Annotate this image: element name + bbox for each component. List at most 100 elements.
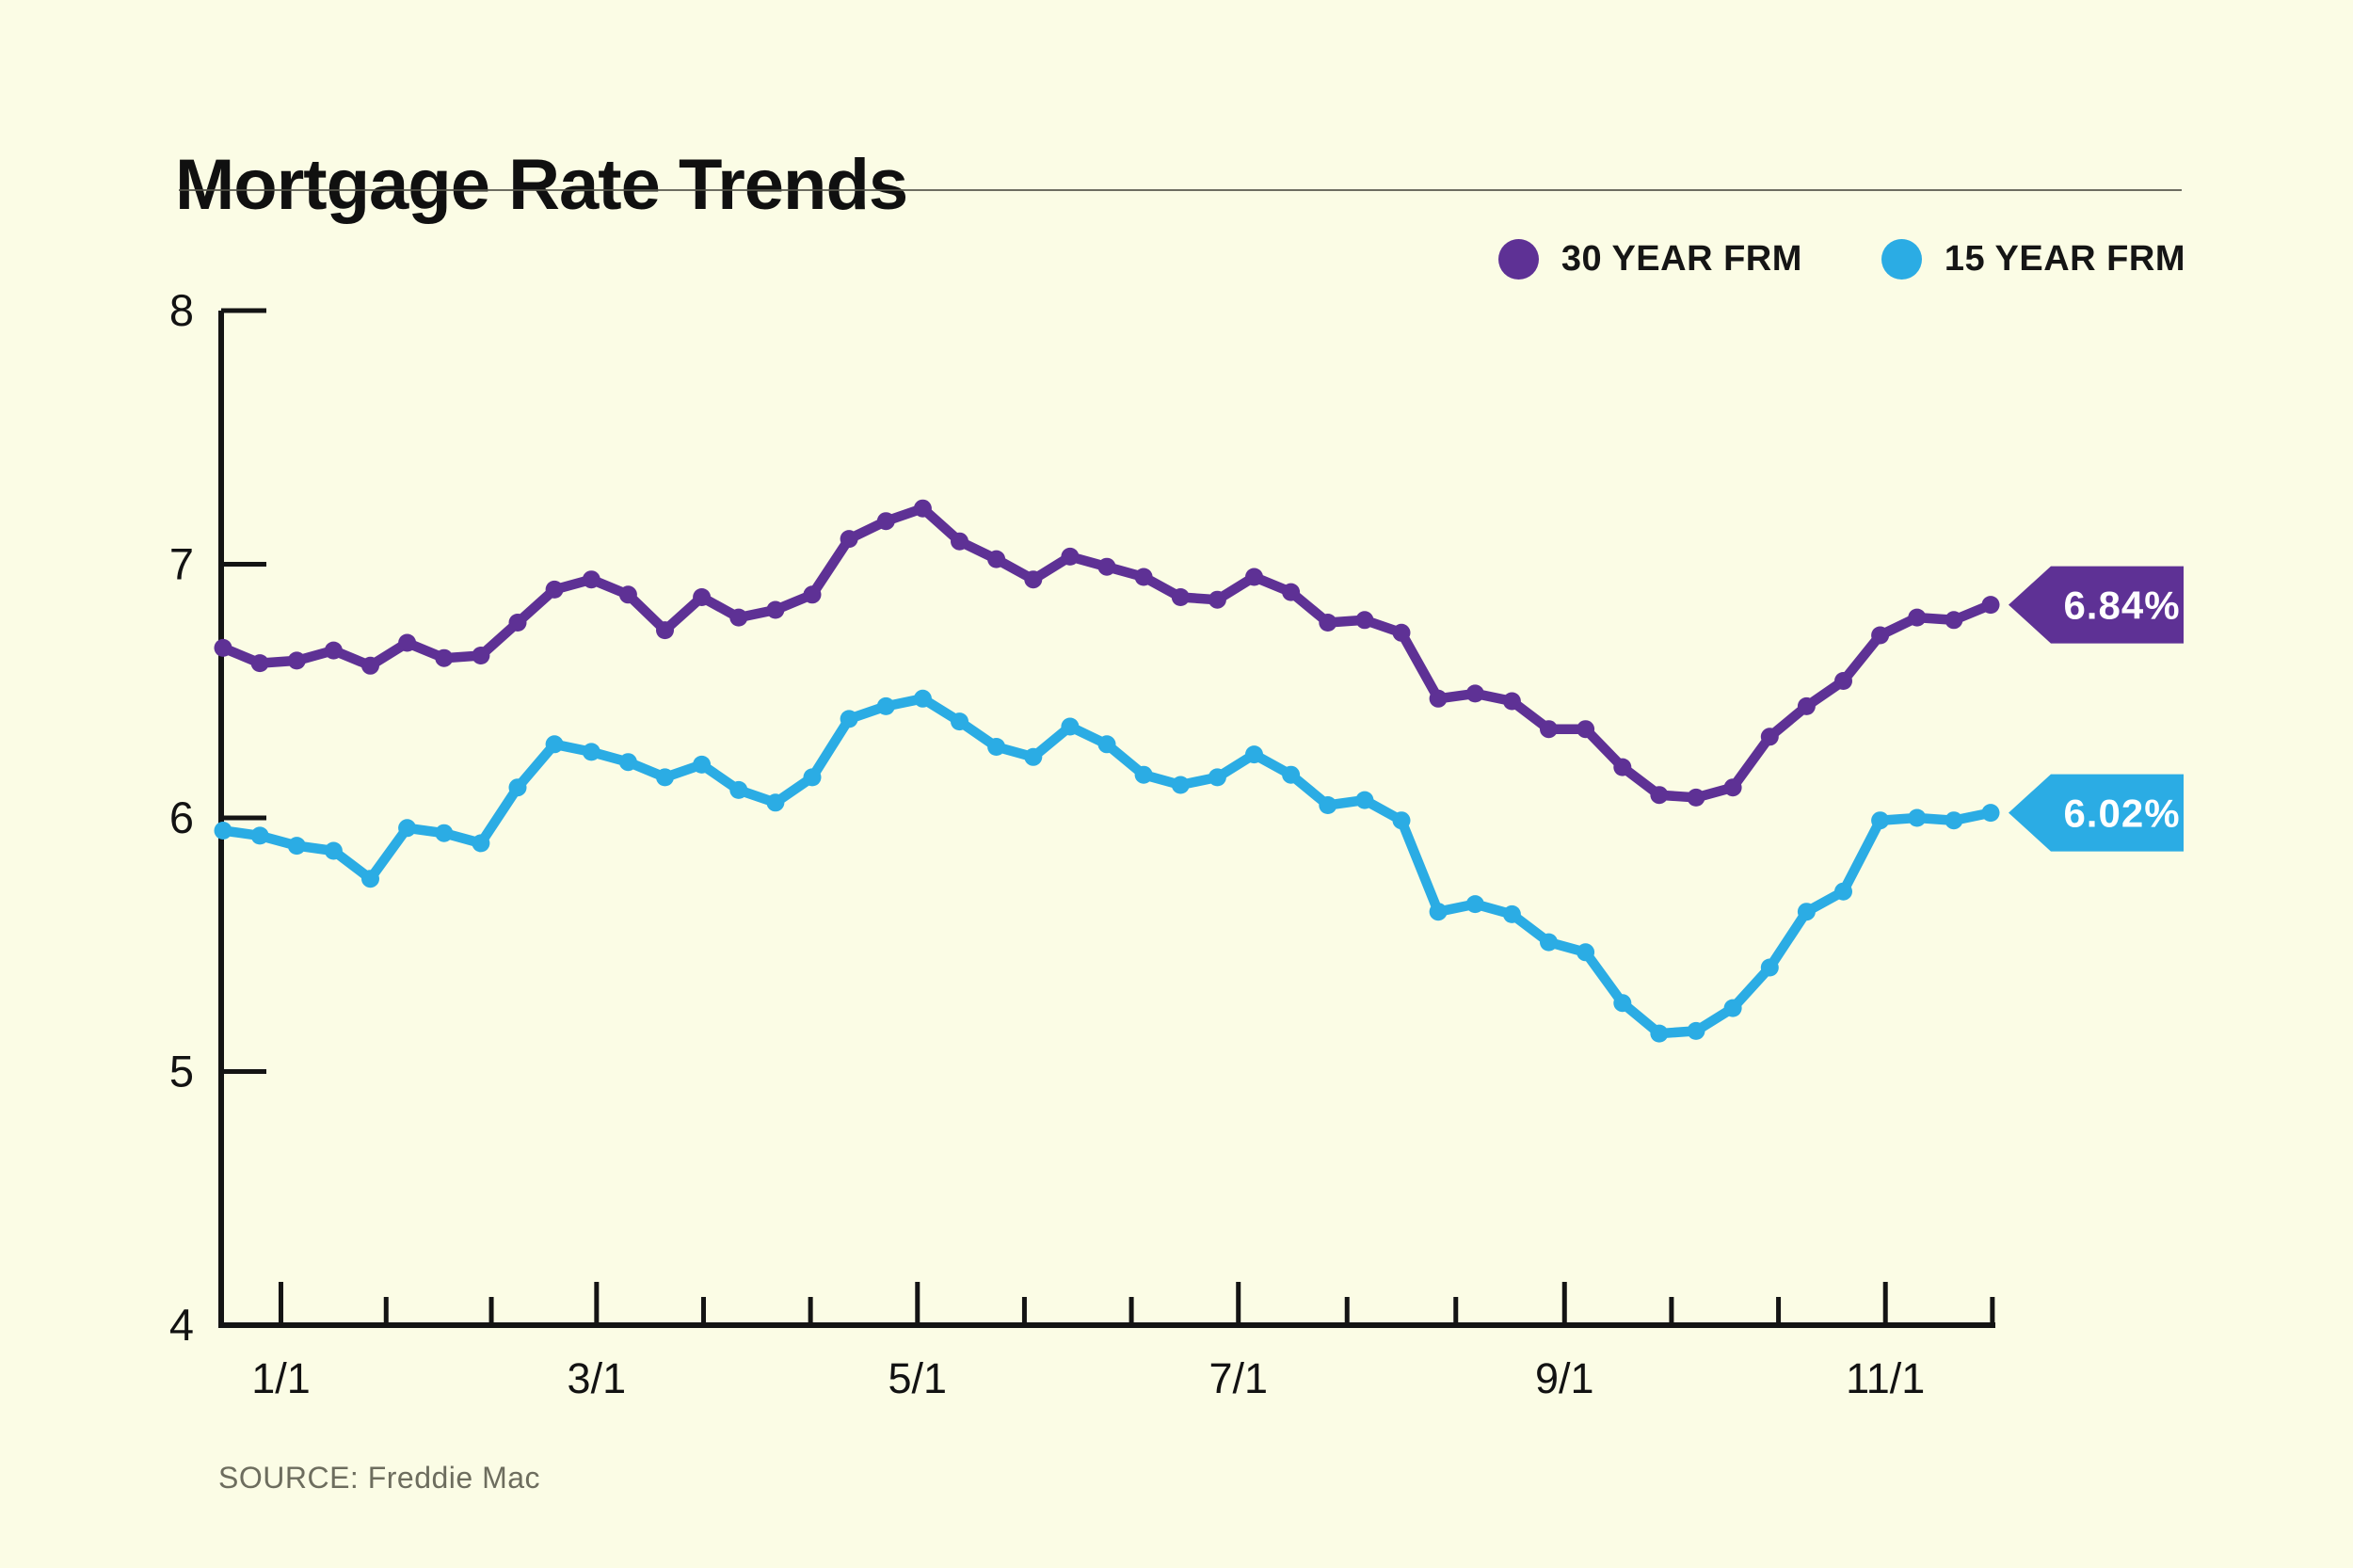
data-point — [472, 647, 490, 664]
data-point — [545, 580, 564, 599]
data-point — [1429, 903, 1448, 921]
data-point — [1650, 1024, 1669, 1043]
value-tag-label: 6.84% — [2063, 584, 2180, 628]
data-point — [361, 656, 379, 675]
data-point — [1650, 786, 1669, 805]
data-point — [729, 780, 748, 799]
data-point — [729, 608, 748, 627]
data-point — [1355, 791, 1374, 809]
page-title: Mortgage Rate Trends — [175, 144, 908, 225]
data-point — [1319, 796, 1337, 814]
data-point — [1760, 728, 1779, 746]
data-point — [250, 826, 269, 845]
data-point — [1797, 696, 1816, 715]
data-point — [361, 870, 379, 888]
data-point — [1908, 608, 1927, 627]
data-point — [1687, 788, 1705, 807]
title-divider — [179, 189, 2182, 191]
data-point — [840, 530, 858, 549]
data-point — [398, 819, 417, 838]
data-point — [840, 710, 858, 728]
data-point — [1834, 672, 1852, 690]
data-point — [214, 822, 232, 840]
legend-label: 30 YEAR FRM — [1561, 238, 1802, 279]
y-tick-label: 7 — [169, 539, 194, 589]
x-tick-label: 1/1 — [251, 1354, 311, 1402]
data-point — [1097, 735, 1116, 754]
data-point — [1282, 765, 1301, 784]
data-point — [1613, 994, 1632, 1013]
legend-dot-icon — [1881, 238, 1922, 280]
data-point — [618, 753, 637, 772]
data-point — [656, 621, 674, 640]
data-point — [1355, 611, 1374, 630]
data-point — [803, 585, 822, 604]
data-point — [1687, 1021, 1705, 1040]
data-point — [1208, 768, 1226, 787]
y-tick-label: 8 — [169, 285, 194, 335]
y-tick-label: 5 — [169, 1047, 194, 1096]
data-point — [287, 651, 306, 670]
data-point — [1024, 570, 1043, 589]
data-point — [1981, 804, 2000, 823]
data-point — [1502, 692, 1521, 711]
data-point — [1981, 596, 2000, 615]
data-point — [987, 738, 1006, 756]
data-point — [693, 755, 712, 774]
data-point — [987, 550, 1006, 568]
data-point — [1171, 776, 1190, 794]
value-tag-label: 6.02% — [2063, 792, 2180, 836]
data-point — [1282, 583, 1301, 601]
data-point — [1134, 568, 1153, 586]
data-point — [1319, 614, 1337, 632]
y-tick-label: 4 — [169, 1300, 194, 1350]
data-point — [1871, 811, 1890, 830]
data-point — [250, 654, 269, 673]
data-point — [1097, 557, 1116, 576]
x-tick-label: 5/1 — [888, 1354, 948, 1402]
data-point — [545, 735, 564, 754]
data-point — [951, 712, 968, 731]
data-point — [582, 743, 600, 761]
data-point — [1908, 808, 1927, 827]
x-tick-label: 11/1 — [1846, 1354, 1925, 1402]
data-point — [1061, 717, 1080, 736]
data-point — [876, 696, 895, 715]
data-point — [1871, 626, 1890, 645]
data-point — [1465, 684, 1484, 703]
value-tag-30-year-frm — [2009, 566, 2184, 644]
value-tag-15-year-frm — [2009, 774, 2184, 852]
data-point — [324, 841, 343, 860]
data-point — [1134, 765, 1153, 784]
data-point — [287, 837, 306, 856]
data-point — [618, 585, 637, 604]
data-point — [1245, 568, 1263, 586]
data-point — [1465, 895, 1484, 914]
data-point — [435, 648, 454, 667]
x-tick-label: 7/1 — [1209, 1354, 1268, 1402]
data-point — [913, 499, 932, 518]
data-point — [1392, 623, 1411, 642]
legend-item-15-year-frm: 15 YEAR FRM — [1881, 238, 2185, 280]
data-point — [1208, 590, 1226, 609]
data-point — [1760, 958, 1779, 977]
data-point — [1429, 689, 1448, 708]
data-point — [803, 768, 822, 787]
data-point — [951, 532, 968, 551]
source-attribution: SOURCE: Freddie Mac — [218, 1461, 541, 1495]
data-point — [508, 778, 527, 797]
data-point — [1245, 745, 1263, 764]
data-point — [766, 600, 785, 619]
data-point — [324, 641, 343, 660]
data-point — [913, 689, 932, 708]
data-point — [1502, 904, 1521, 923]
data-point — [876, 512, 895, 531]
legend-dot-icon — [1497, 238, 1539, 280]
y-tick-label: 6 — [169, 792, 194, 842]
data-point — [1723, 778, 1742, 797]
data-point — [1540, 933, 1558, 952]
data-point — [472, 834, 490, 853]
x-tick-label: 9/1 — [1535, 1354, 1594, 1402]
